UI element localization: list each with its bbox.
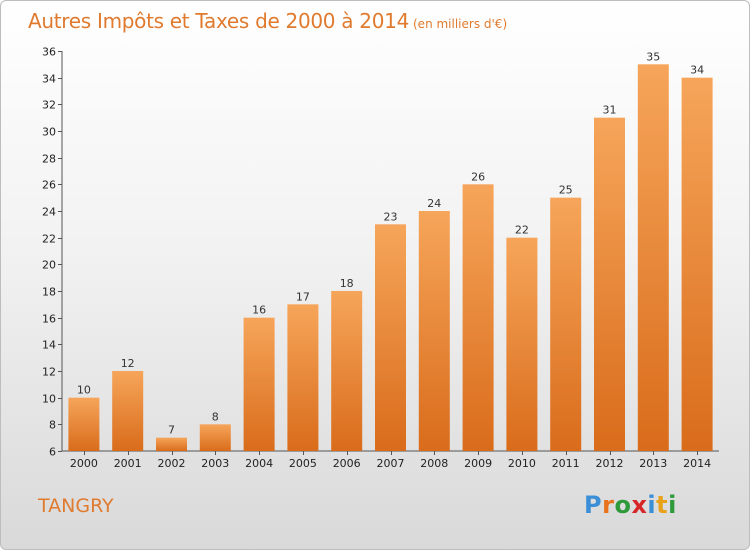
logo-letter: i: [647, 491, 657, 519]
bar: [243, 317, 275, 451]
x-tick-label: 2003: [201, 457, 229, 470]
bar: [681, 77, 713, 452]
y-tick-label: 10: [42, 393, 56, 406]
y-tick-label: 16: [42, 313, 56, 326]
logo-letter: i: [668, 491, 677, 519]
chart-title-text: Autres Impôts et Taxes de 2000 à 2014: [28, 9, 409, 33]
bar: [331, 291, 363, 451]
y-tick-label: 28: [42, 153, 56, 166]
bar: [594, 117, 625, 452]
x-tick-label: 2008: [420, 457, 448, 470]
chart-subtitle: (en milliers d'€): [413, 17, 508, 31]
labels-group: 10 12 7 8 16 17 18 23 24 26 22 25 31 35 34: [77, 50, 704, 436]
data-label: 18: [340, 277, 354, 290]
y-tick-label: 32: [42, 99, 56, 112]
logo-letter: x: [631, 491, 648, 519]
x-tick-label: 2011: [552, 457, 580, 470]
data-label: 7: [168, 424, 175, 437]
bar: [199, 424, 231, 451]
axes: 6 8 10 12 14 16 18 20 22 24 26 28 30 32 34 36 2000 2001 20…: [42, 46, 719, 470]
data-label: 12: [121, 357, 135, 370]
x-tick-label: 2013: [639, 457, 667, 470]
bar: [156, 437, 187, 451]
data-label: 16: [252, 304, 266, 317]
y-tick-label: 24: [42, 206, 56, 219]
bar: [462, 184, 494, 452]
x-tick-label: 2004: [245, 457, 273, 470]
x-tick-label: 2000: [70, 457, 98, 470]
data-label: 26: [471, 170, 485, 183]
y-tick-label: 30: [42, 126, 56, 139]
bar: [287, 304, 319, 451]
bar: [112, 371, 144, 451]
logo-letter: o: [614, 491, 632, 519]
bar: [637, 64, 669, 452]
x-tick-label: 2009: [464, 457, 492, 470]
bar: [418, 211, 450, 451]
x-tick-label: 2005: [289, 457, 317, 470]
data-label: 10: [77, 384, 91, 397]
data-label: 34: [690, 64, 704, 77]
y-tick-label: 34: [42, 73, 56, 86]
x-tick-label: 2014: [683, 457, 711, 470]
y-tick-label: 8: [49, 419, 56, 432]
x-tick-label: 2001: [114, 457, 142, 470]
bar: [506, 237, 538, 451]
data-label: 31: [603, 104, 617, 117]
x-tick-label: 2012: [596, 457, 624, 470]
data-label: 24: [427, 197, 441, 210]
data-label: 17: [296, 290, 310, 303]
x-tick-label: 2007: [377, 457, 405, 470]
data-label: 25: [559, 184, 573, 197]
x-tick-label: 2010: [508, 457, 536, 470]
y-tick-label: 26: [42, 179, 56, 192]
logo-letter: P: [584, 491, 603, 519]
y-tick-label: 20: [42, 259, 56, 272]
logo-letter: t: [656, 491, 669, 519]
y-tick-label: 6: [49, 446, 56, 459]
y-tick-label: 18: [42, 286, 56, 299]
x-tick-label: 2006: [333, 457, 361, 470]
bar: [375, 224, 406, 451]
data-label: 8: [212, 410, 219, 423]
data-label: 22: [515, 224, 529, 237]
bar: [68, 397, 100, 451]
data-label: 35: [646, 50, 660, 63]
proxiti-logo: Proxiti: [584, 491, 677, 519]
y-tick-label: 36: [42, 46, 56, 59]
y-tick-label: 12: [42, 366, 56, 379]
bar: [550, 197, 582, 451]
y-tick-label: 14: [42, 339, 56, 352]
x-tick-label: 2002: [158, 457, 186, 470]
bars-group: [68, 64, 713, 452]
chart-title: Autres Impôts et Taxes de 2000 à 2014 (en…: [28, 9, 507, 33]
logo-letter: r: [602, 491, 615, 519]
y-tick-label: 22: [42, 233, 56, 246]
commune-name: TANGRY: [38, 495, 114, 517]
data-label: 23: [384, 210, 398, 223]
